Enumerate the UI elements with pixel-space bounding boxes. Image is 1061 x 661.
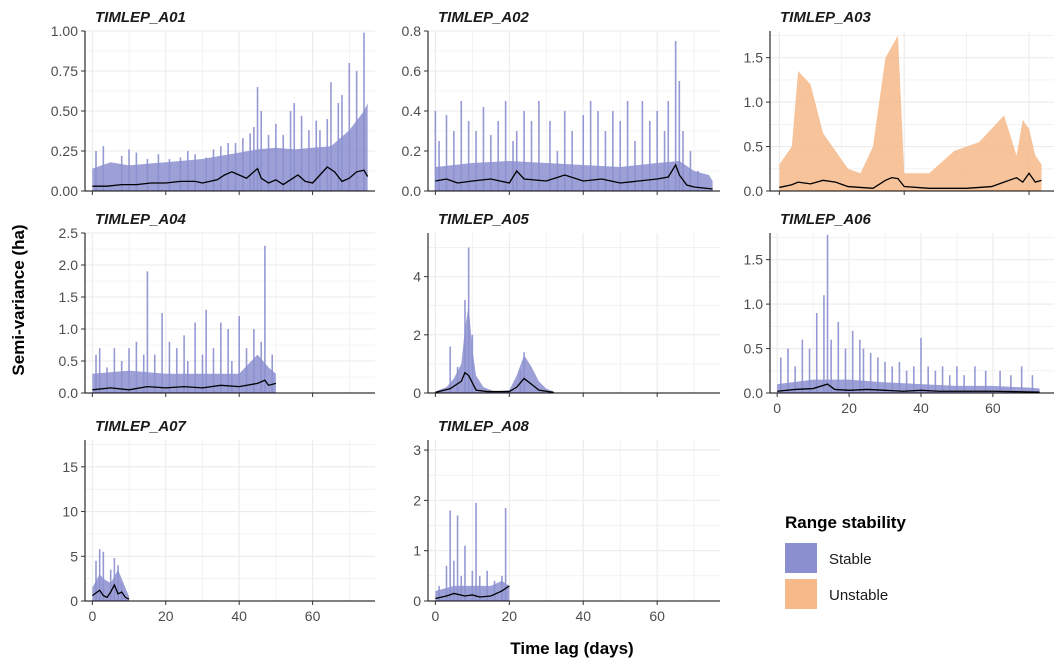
y-tick-label: 0 [413, 593, 421, 609]
panels: 0.000.250.500.751.00TIMLEP_A010.00.20.40… [51, 9, 1054, 624]
x-tick-label: 20 [158, 608, 174, 624]
panel-title: TIMLEP_A02 [438, 9, 530, 26]
panel-TIMLEP_A05: 0 2 4 TIMLEP_A05 [413, 211, 720, 401]
panel-title: TIMLEP_A06 [780, 211, 872, 228]
legend-swatch-unstable [785, 579, 817, 609]
y-tick-label: 0.00 [51, 183, 78, 199]
legend: Range stability Stable Unstable [785, 513, 906, 609]
y-tick-label: 0.0 [59, 385, 79, 401]
x-tick-label: 40 [575, 608, 591, 624]
semivariance-line [92, 379, 277, 391]
semivariance-line [435, 585, 510, 600]
y-tick-label: 1.0 [744, 296, 764, 312]
variance-band-unstable [779, 35, 1042, 191]
y-tick-label: 0.50 [51, 103, 78, 119]
y-tick-label: 5 [70, 548, 78, 564]
semivariance-line [435, 163, 713, 190]
legend-swatch-stable [785, 543, 817, 573]
series-area [435, 247, 554, 393]
x-tick-label: 0 [88, 608, 96, 624]
x-tick-label: 20 [502, 608, 518, 624]
y-tick-label: 3 [413, 442, 421, 458]
panel-title: TIMLEP_A04 [95, 211, 187, 228]
y-tick-label: 2.0 [59, 257, 79, 273]
panel-title: TIMLEP_A03 [780, 9, 872, 26]
variance-band-stable [92, 103, 368, 191]
y-tick-label: 0.2 [402, 143, 422, 159]
x-tick-label: 40 [231, 608, 247, 624]
panel-title: TIMLEP_A07 [95, 418, 187, 435]
y-tick-label: 0.6 [402, 63, 422, 79]
y-tick-label: 10 [62, 504, 78, 520]
semivariance-line [435, 371, 554, 393]
y-tick-label: 0.4 [402, 103, 422, 119]
y-tick-label: 2 [413, 492, 421, 508]
y-tick-label: 2.5 [59, 225, 79, 241]
y-tick-label: 1.0 [59, 321, 79, 337]
panel-TIMLEP_A03: 0.0 0.5 1.0 1.5 TIMLEP_A03 [744, 9, 1054, 199]
panel-TIMLEP_A01: 0.00 0.25 0.50 0.75 1.00 TIMLEP_A01 [51, 9, 375, 199]
panel-title: TIMLEP_A01 [95, 9, 186, 26]
y-tick-label: 15 [62, 459, 78, 475]
y-tick-label: 1 [413, 543, 421, 559]
variance-band-stable [435, 161, 713, 191]
y-tick-label: 2 [413, 327, 421, 343]
x-tick-label: 40 [913, 400, 929, 416]
variance-band-stable [435, 305, 554, 393]
semivariance-line [779, 172, 1042, 189]
y-axis-label: Semi-variance (ha) [9, 224, 28, 375]
panel-TIMLEP_A08: 0 1 2 3 0 20 40 60 TIMLEP_A08 [413, 418, 720, 624]
gridlines [770, 233, 1054, 394]
series-area [779, 35, 1042, 191]
series-area [91, 549, 130, 601]
x-tick-label: 0 [431, 608, 439, 624]
panel-title: TIMLEP_A08 [438, 418, 530, 435]
panel-TIMLEP_A02: 0.0 0.2 0.4 0.6 0.8 TIMLEP_A02 [402, 9, 720, 199]
y-tick-label: 0.8 [402, 23, 422, 39]
gridlines [85, 440, 375, 602]
series-area [434, 41, 713, 191]
panel-title: TIMLEP_A05 [438, 211, 530, 228]
legend-label-unstable: Unstable [829, 587, 888, 604]
panel-TIMLEP_A04: 0.0 0.5 1.0 1.5 2.0 2.5 TIMLEP_A04 [59, 211, 375, 401]
y-tick-label: 0 [413, 385, 421, 401]
y-tick-label: 0.0 [744, 385, 764, 401]
y-tick-label: 0 [70, 593, 78, 609]
y-tick-label: 0.5 [744, 139, 764, 155]
y-tick-label: 0.25 [51, 143, 78, 159]
y-tick-label: 0.75 [51, 63, 78, 79]
y-tick-label: 0.5 [744, 341, 764, 357]
y-tick-label: 0.0 [402, 183, 422, 199]
semivariance-line [777, 383, 1040, 393]
y-tick-label: 0.0 [744, 183, 764, 199]
semivariance-line [92, 166, 369, 187]
y-tick-label: 1.0 [744, 94, 764, 110]
y-tick-label: 1.5 [59, 289, 79, 305]
y-tick-label: 1.5 [744, 252, 764, 268]
panel-TIMLEP_A07: 0 5 10 15 0 20 40 60 TIMLEP_A07 [62, 418, 375, 624]
series-area [777, 234, 1040, 393]
legend-title: Range stability [785, 513, 906, 532]
x-axis-label: Time lag (days) [510, 639, 633, 658]
y-tick-label: 1.5 [744, 50, 764, 66]
legend-label-stable: Stable [829, 551, 872, 568]
x-tick-label: 60 [305, 608, 321, 624]
x-tick-label: 0 [773, 400, 781, 416]
y-tick-label: 4 [413, 269, 421, 285]
x-tick-label: 60 [985, 400, 1001, 416]
series-area [92, 245, 277, 393]
x-tick-label: 60 [649, 608, 665, 624]
x-tick-label: 20 [841, 400, 857, 416]
semivariance-line [91, 583, 130, 600]
y-tick-label: 1.00 [51, 23, 78, 39]
series-area [435, 502, 510, 601]
panel-TIMLEP_A06: 0.0 0.5 1.0 1.5 0 20 40 60 TIMLEP_A06 [744, 211, 1054, 416]
y-tick-label: 0.5 [59, 353, 79, 369]
series-area [92, 32, 369, 191]
